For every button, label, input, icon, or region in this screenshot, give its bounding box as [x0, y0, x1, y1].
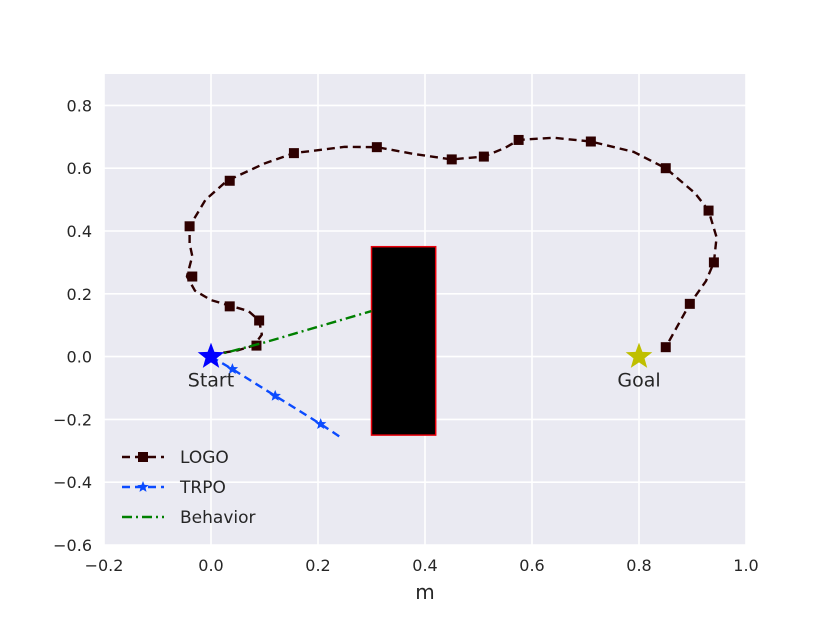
series-marker — [254, 315, 265, 326]
series-marker — [446, 154, 457, 165]
goal-label: Goal — [617, 370, 660, 392]
series-line — [210, 309, 372, 358]
series-marker — [708, 257, 719, 268]
series-marker — [371, 142, 382, 153]
series-marker — [269, 389, 281, 401]
y-tick-label: 0.4 — [67, 222, 92, 241]
series-logo — [184, 134, 719, 358]
obstacle — [370, 245, 437, 436]
y-tick-label: 0.0 — [67, 348, 92, 367]
series-line — [185, 136, 718, 358]
start-label: Start — [188, 370, 234, 392]
series-line — [210, 355, 343, 440]
y-tick-label: −0.4 — [53, 473, 92, 492]
series-marker — [684, 298, 695, 309]
series-marker — [226, 363, 239, 375]
x-tick-label: 0.4 — [412, 556, 437, 575]
x-axis-label: m — [415, 580, 434, 604]
y-tick-label: 0.8 — [67, 96, 92, 115]
legend-label: LOGO — [180, 448, 229, 468]
obstacle-layer — [370, 245, 437, 436]
legend-label: TRPO — [179, 478, 226, 498]
legend-item-logo: LOGO — [122, 448, 229, 468]
series-marker — [513, 134, 524, 145]
y-tick-label: −0.6 — [53, 536, 92, 555]
series-behavior — [210, 309, 372, 358]
legend-marker — [137, 481, 149, 492]
series-marker — [478, 151, 489, 162]
x-tick-label: 0.6 — [519, 556, 544, 575]
x-tick-label: −0.2 — [85, 556, 124, 575]
series-marker — [184, 221, 195, 232]
legend: LOGO TRPO Behavior — [122, 448, 256, 528]
series-marker — [585, 136, 596, 147]
series-marker — [703, 205, 714, 216]
series-marker — [224, 301, 235, 312]
y-tick-label: −0.2 — [53, 410, 92, 429]
tick-labels: −0.2 0.0 0.2 0.4 0.6 0.8 1.0 −0.6 −0.4 −0.2 0.0 0.2… — [53, 96, 759, 575]
series-layer — [184, 134, 719, 440]
goal-marker — [625, 342, 653, 368]
y-tick-label: 0.6 — [67, 159, 92, 178]
series-marker — [660, 163, 671, 174]
legend-marker — [138, 452, 148, 462]
x-tick-label: 0.8 — [626, 556, 651, 575]
x-tick-label: 0.2 — [305, 556, 330, 575]
legend-item-behavior: Behavior — [122, 508, 256, 528]
y-tick-label: 0.2 — [67, 285, 92, 304]
legend-item-trpo: TRPO — [122, 478, 226, 498]
x-tick-label: 0.0 — [198, 556, 223, 575]
series-marker — [288, 148, 299, 159]
series-marker — [660, 342, 671, 353]
x-tick-label: 1.0 — [733, 556, 758, 575]
series-trpo — [210, 355, 343, 440]
series-marker — [187, 271, 198, 282]
series-marker — [224, 175, 235, 186]
start-marker — [197, 342, 225, 368]
annotation-layer: Start Goal — [188, 342, 661, 392]
series-marker — [314, 418, 327, 429]
legend-label: Behavior — [180, 508, 256, 528]
